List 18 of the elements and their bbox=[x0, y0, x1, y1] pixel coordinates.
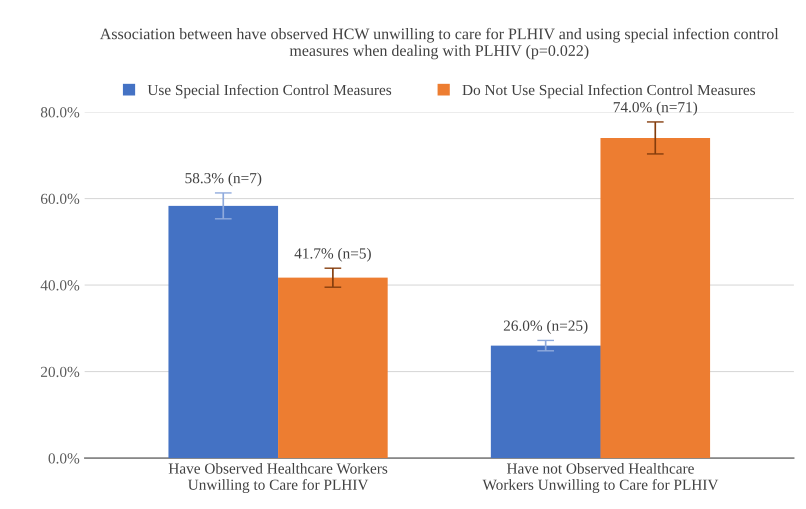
legend-label: Do Not Use Special Infection Control Measures bbox=[462, 84, 756, 98]
y-tick-label: 60.0% bbox=[40, 194, 80, 204]
chart-title: Association between have observed HCW unwilling to care for PLHIV and using special infection control measures when dealing with PLHIV (p=0.022) bbox=[100, 28, 778, 60]
data-label: 26.0% (n=25) bbox=[504, 320, 588, 334]
y-tick-label: 20.0% bbox=[40, 366, 80, 378]
bar bbox=[278, 278, 388, 458]
y-tick-label: 80.0% bbox=[40, 107, 80, 118]
x-tick-label: Have Observed Healthcare Workers Unwilling to Care for PLHIV bbox=[168, 462, 388, 494]
legend-label: Use Special Infection Control Measures bbox=[148, 84, 392, 98]
bar bbox=[168, 206, 278, 458]
data-label: 74.0% (n=71) bbox=[614, 102, 698, 116]
bar bbox=[490, 346, 600, 458]
y-tick-label: 0.0% bbox=[48, 453, 80, 464]
y-tick-label: 40.0% bbox=[40, 280, 80, 291]
x-tick-label: Have not Observed Healthcare Workers Unwilling to Care for PLHIV bbox=[482, 462, 718, 494]
data-label: 58.3% (n=7) bbox=[185, 172, 262, 186]
data-label: 41.7% (n=5) bbox=[294, 248, 371, 262]
bar bbox=[600, 138, 710, 458]
